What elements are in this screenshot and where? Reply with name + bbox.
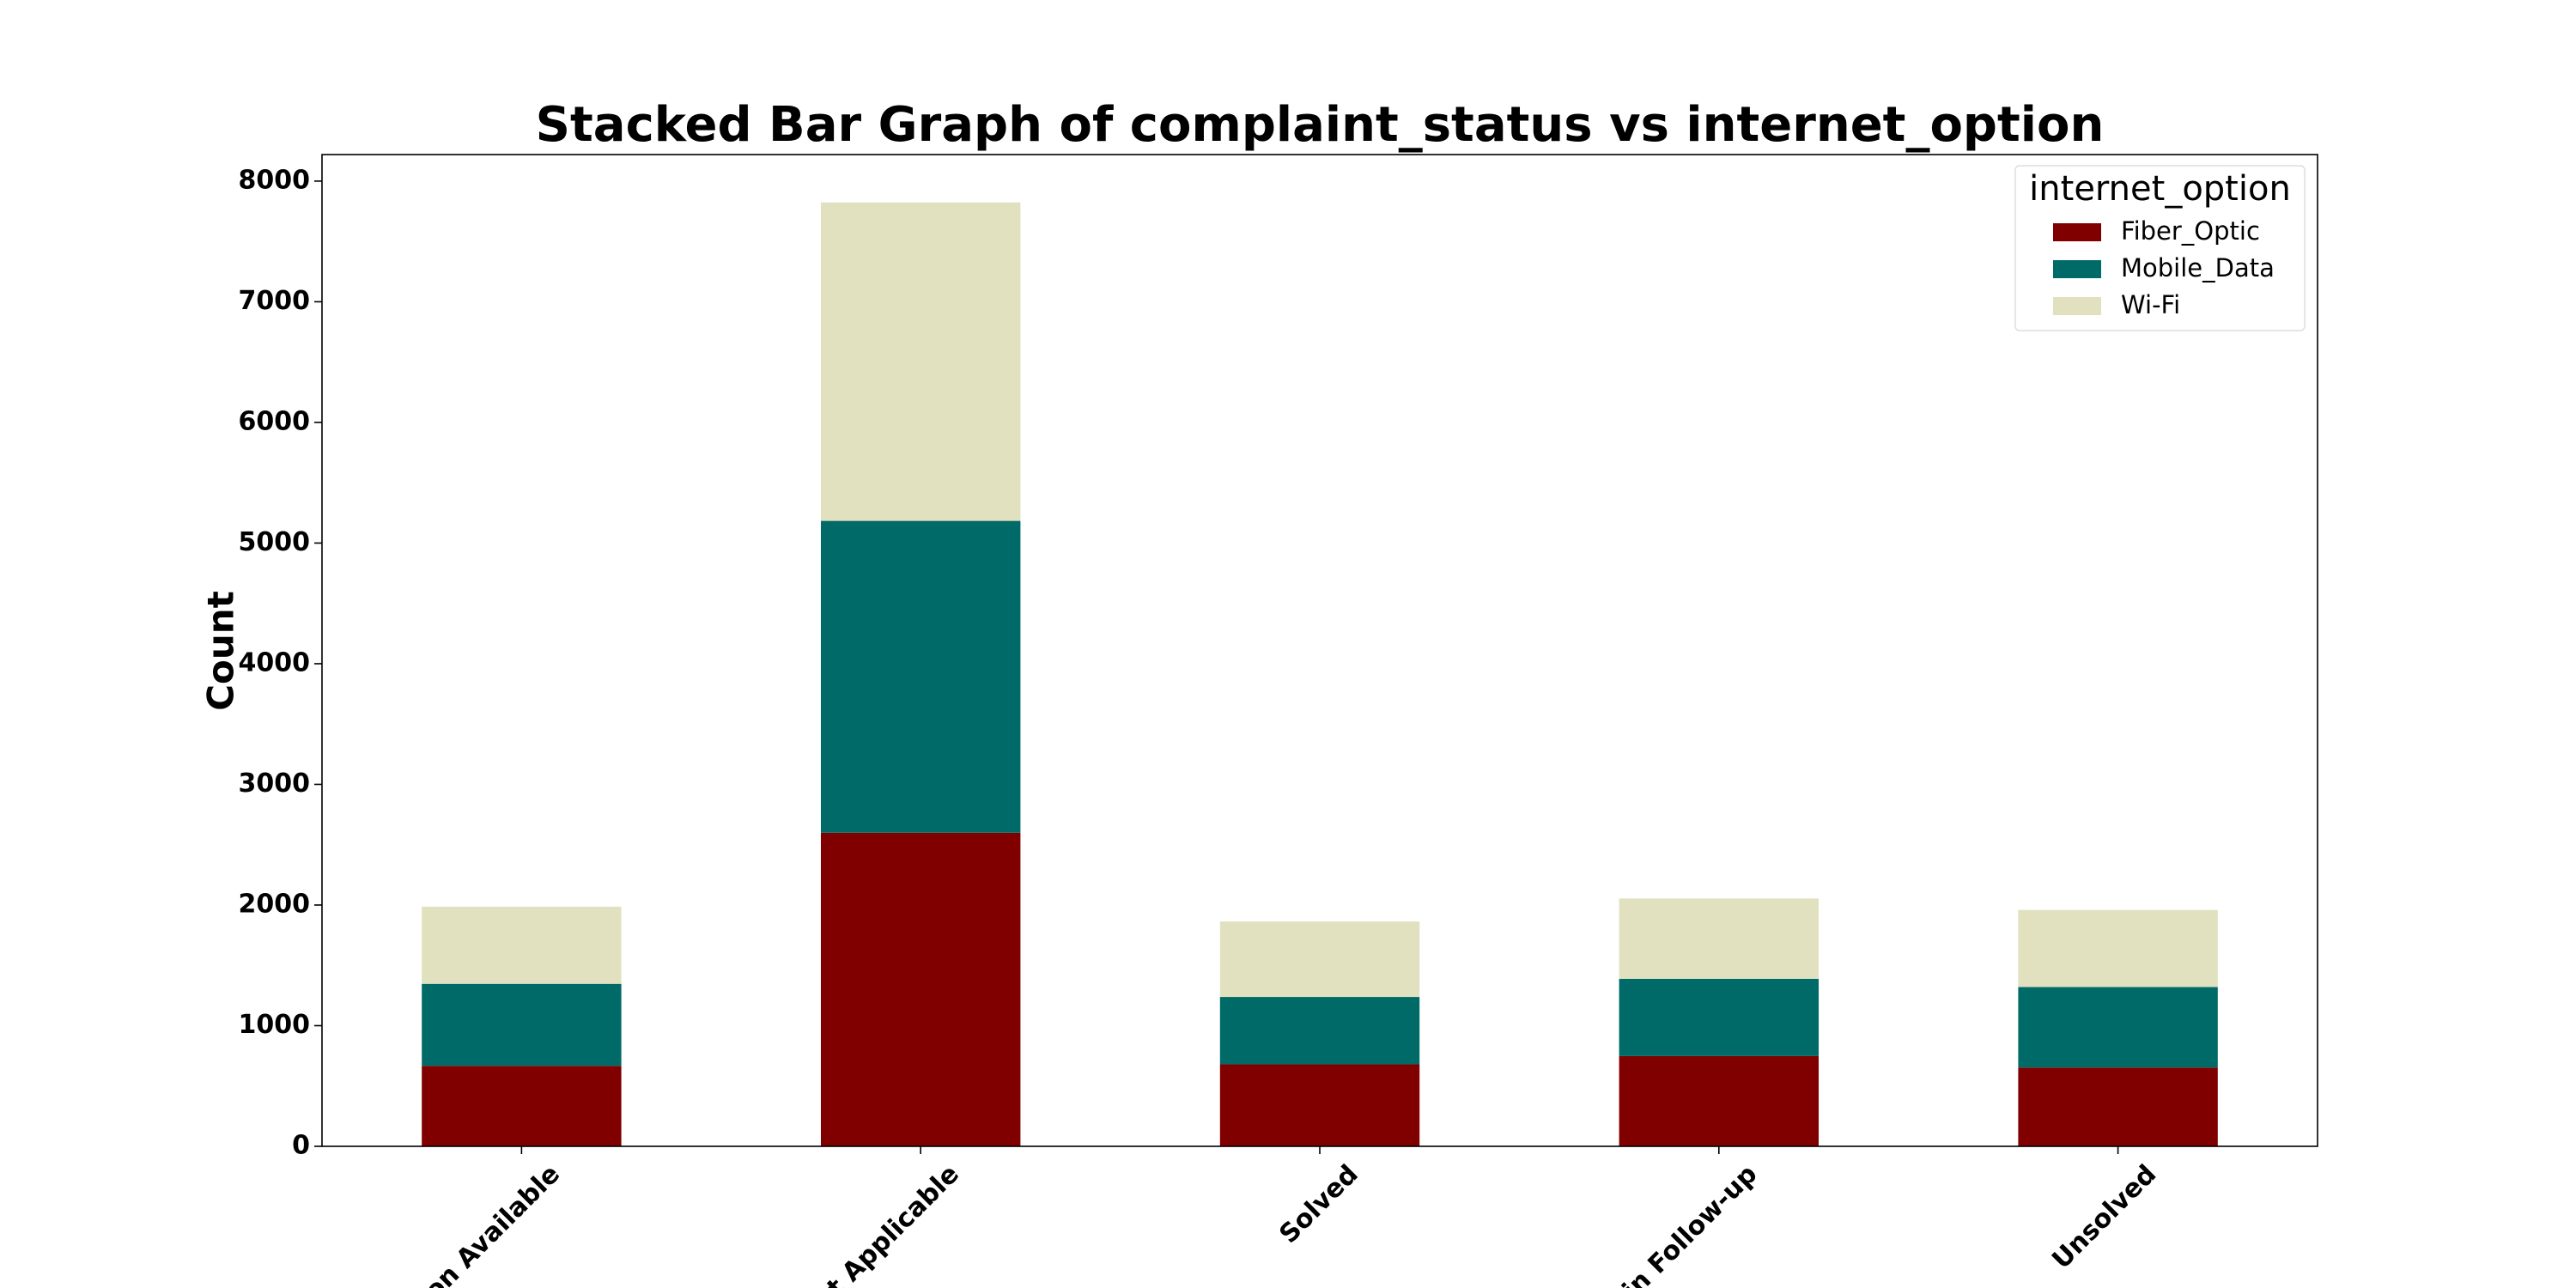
legend-swatch: [2053, 223, 2101, 241]
bar-segment: [821, 832, 1021, 1146]
plot-frame: [321, 154, 2318, 1147]
bar-segment: [1219, 1064, 1420, 1146]
y-tick-label: 4000: [239, 647, 311, 677]
legend-box: [2014, 165, 2306, 331]
x-tick-label: ot Applicable: [809, 1159, 965, 1288]
bar-segment: [1619, 978, 1819, 1056]
bar-segment: [821, 202, 1021, 521]
x-tick-label: Unsolved: [2046, 1159, 2162, 1275]
y-tick-label: 8000: [239, 165, 311, 195]
x-tick-label: tion Available: [404, 1159, 566, 1288]
x-tick-label: Solved: [1273, 1159, 1364, 1249]
y-tick-label: 2000: [239, 889, 311, 919]
bar-segment: [1219, 997, 1420, 1065]
y-tick-label: 3000: [239, 769, 311, 799]
legend-label: Wi-Fi: [2121, 290, 2180, 319]
bar-segment: [1219, 921, 1420, 998]
bar-segment: [1619, 898, 1819, 979]
bar-segment: [1619, 1055, 1819, 1146]
bar-segment: [821, 520, 1021, 833]
y-tick-label: 1000: [239, 1010, 311, 1040]
legend-label: Fiber_Optic: [2121, 216, 2260, 246]
bar-segment: [422, 906, 622, 984]
chart-title: Stacked Bar Graph of complaint_status vs…: [536, 97, 2105, 153]
y-axis-label: Count: [200, 591, 242, 711]
bar-segment: [2018, 909, 2218, 987]
bar-segment: [422, 983, 622, 1066]
legend-swatch: [2053, 260, 2101, 278]
bar-segment: [422, 1066, 622, 1146]
bar-segment: [2018, 987, 2218, 1068]
y-tick-label: 7000: [239, 286, 311, 316]
bar-segment: [2018, 1067, 2218, 1146]
legend-label: Mobile_Data: [2121, 253, 2275, 283]
y-tick-label: 6000: [239, 406, 311, 436]
legend-swatch: [2053, 297, 2101, 315]
x-tick-label: d in Follow-up: [1597, 1159, 1763, 1288]
y-tick-label: 0: [292, 1131, 310, 1161]
legend-title: internet_option: [2029, 169, 2291, 209]
y-tick-label: 5000: [239, 527, 311, 557]
